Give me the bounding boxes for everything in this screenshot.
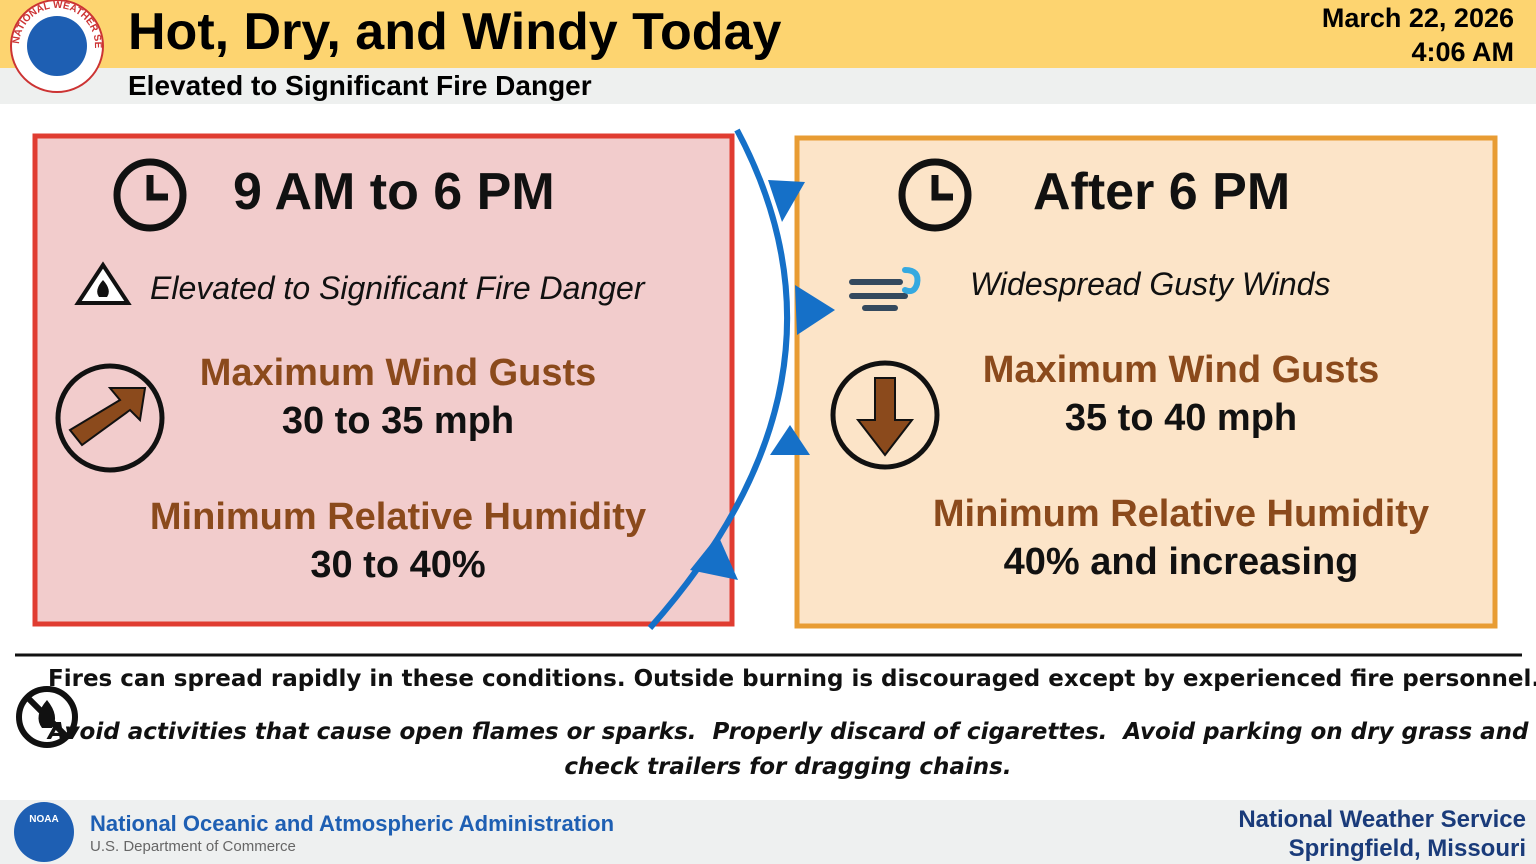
- wind-value: 35 to 40 mph: [1064, 397, 1298, 439]
- clock-icons: [113, 158, 972, 232]
- title: Hot, Dry, and Windy Today: [128, 3, 782, 61]
- note: Avoid activities that cause open flames …: [48, 719, 1529, 745]
- office: National Weather Service: [1238, 806, 1526, 833]
- rh-label: Minimum Relative Humidity: [149, 496, 647, 538]
- noaa-logo-text: NOAA: [29, 814, 58, 825]
- rh-value: 30 to 40%: [310, 544, 486, 586]
- wind-value: 30 to 35 mph: [281, 400, 515, 442]
- wind-icon: [849, 267, 921, 311]
- fire-icon: [74, 261, 132, 305]
- location: Springfield, Missouri: [1288, 835, 1526, 862]
- note: check trailers for dragging chains.: [564, 754, 1012, 780]
- subheader-band: [0, 68, 1536, 104]
- arrow-icons: [55, 360, 940, 473]
- no-fire-icon: [16, 686, 78, 748]
- nws-logo-core: [27, 16, 87, 76]
- period: After 6 PM: [1033, 163, 1291, 221]
- headline: Widespread Gusty Winds: [970, 266, 1331, 302]
- wind-label: Maximum Wind Gusts: [982, 349, 1380, 391]
- note: Fires can spread rapidly in these condit…: [48, 666, 1536, 692]
- date: March 22, 2026: [1321, 3, 1514, 33]
- header-band: [0, 0, 1536, 68]
- rh-value: 40% and increasing: [1003, 541, 1359, 583]
- panel-left: [32, 133, 735, 627]
- front-triangles: [690, 180, 835, 580]
- rh-label: Minimum Relative Humidity: [932, 493, 1430, 535]
- period: 9 AM to 6 PM: [233, 163, 555, 221]
- noaa-logo: [14, 802, 74, 862]
- department: U.S. Department of Commerce: [90, 838, 296, 855]
- wind-label: Maximum Wind Gusts: [199, 352, 597, 394]
- subtitle: Elevated to Significant Fire Danger: [128, 70, 592, 101]
- agency: National Oceanic and Atmospheric Adminis…: [90, 811, 615, 836]
- headline: Elevated to Significant Fire Danger: [150, 270, 645, 306]
- footer-band: [0, 800, 1536, 864]
- time: 4:06 AM: [1411, 37, 1514, 67]
